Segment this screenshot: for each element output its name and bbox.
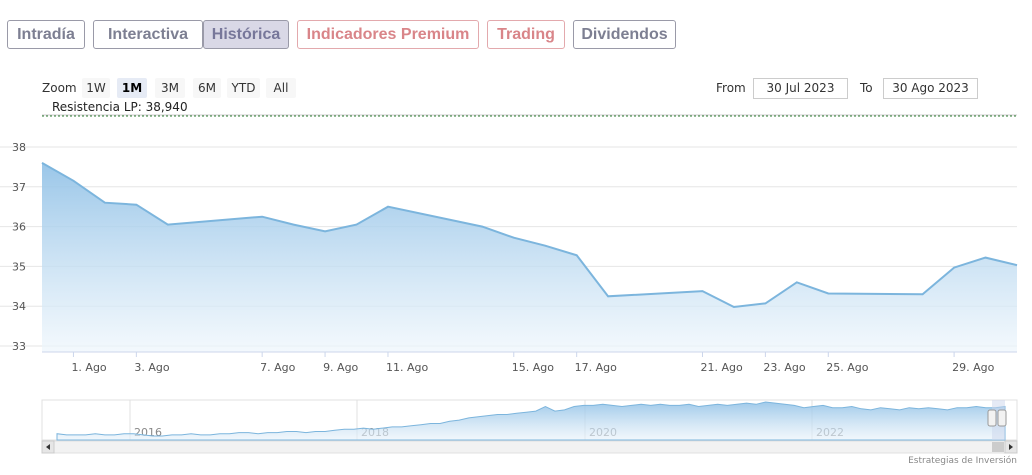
zoom-label: Zoom (42, 81, 77, 95)
navigator-handle-right (997, 409, 1007, 427)
zoom-1w-button[interactable]: 1W (82, 78, 110, 98)
data-point (607, 295, 609, 297)
navigator-frame (41, 399, 1018, 441)
data-point (576, 254, 578, 256)
data-point (135, 204, 137, 206)
data-point (167, 223, 169, 225)
zoom-all-button[interactable]: All (266, 78, 296, 98)
data-point (827, 292, 829, 294)
y-tick-label: 36 (12, 221, 26, 234)
scrollbar-left-button (41, 440, 55, 454)
data-point (387, 206, 389, 208)
data-point (292, 223, 294, 225)
y-tick-label: 35 (12, 260, 26, 273)
scroll-left-arrow-icon (46, 444, 50, 450)
tab-dividendos[interactable]: Dividendos (573, 20, 676, 49)
navigator-series (56, 401, 1006, 441)
to-date-input[interactable]: 30 Ago 2023 (883, 78, 978, 99)
y-tick-label: 33 (12, 340, 26, 353)
navigator-handle-left (987, 409, 997, 427)
data-point (764, 302, 766, 304)
data-point (701, 290, 703, 292)
data-point (984, 256, 986, 258)
data-point (921, 293, 923, 295)
from-label: From (716, 81, 746, 95)
x-tick-label: 17. Ago (575, 361, 617, 374)
series-area (42, 162, 1017, 352)
x-tick-label: 3. Ago (134, 361, 169, 374)
navigator-year-label: 2016 (134, 426, 162, 439)
tab-interactiva[interactable]: Interactiva (93, 20, 203, 49)
data-point (481, 225, 483, 227)
y-tick-label: 37 (12, 181, 26, 194)
scrollbar-right-button (1004, 440, 1018, 454)
tab-indicadores-premium[interactable]: Indicadores Premium (297, 20, 479, 49)
x-tick-label: 11. Ago (386, 361, 428, 374)
data-point (733, 306, 735, 308)
zoom-6m-button[interactable]: 6M (193, 78, 221, 98)
navigator-year-label: 2020 (589, 426, 617, 439)
data-point (261, 216, 263, 218)
data-point (355, 223, 357, 225)
x-tick-label: 29. Ago (952, 361, 994, 374)
y-tick-label: 34 (12, 300, 26, 313)
resistance-label: Resistencia LP: 38,940 (52, 100, 188, 114)
tab-historica[interactable]: Histórica (203, 20, 289, 49)
data-point (72, 180, 74, 182)
zoom-ytd-button[interactable]: YTD (227, 78, 260, 98)
x-tick-label: 15. Ago (512, 361, 554, 374)
navigator-year-label: 2018 (361, 426, 389, 439)
to-label: To (860, 81, 873, 95)
credit-text: Estrategias de Inversión (908, 455, 1017, 466)
y-tick-label: 38 (12, 141, 26, 154)
x-tick-label: 23. Ago (763, 361, 805, 374)
data-point (796, 281, 798, 283)
data-point (324, 230, 326, 232)
zoom-3m-button[interactable]: 3M (155, 78, 185, 98)
navigator-window (992, 400, 1005, 440)
x-tick-label: 25. Ago (826, 361, 868, 374)
x-tick-label: 9. Ago (323, 361, 358, 374)
data-point (41, 162, 43, 164)
tab-intradia[interactable]: Intradía (7, 20, 85, 49)
scroll-right-arrow-icon (1009, 444, 1013, 450)
data-point (544, 245, 546, 247)
data-point (513, 237, 515, 239)
zoom-1m-button[interactable]: 1M (117, 78, 147, 98)
data-point (953, 266, 955, 268)
from-date-input[interactable]: 30 Jul 2023 (753, 78, 848, 99)
series-line (41, 162, 1018, 309)
data-point (104, 202, 106, 204)
x-tick-label: 1. Ago (71, 361, 106, 374)
x-tick-label: 7. Ago (260, 361, 295, 374)
x-tick-label: 21. Ago (700, 361, 742, 374)
scrollbar-track (41, 440, 1018, 454)
tab-trading[interactable]: Trading (487, 20, 565, 49)
scrollbar-thumb (992, 442, 1004, 452)
data-point (1016, 264, 1018, 266)
navigator-year-label: 2022 (816, 426, 844, 439)
